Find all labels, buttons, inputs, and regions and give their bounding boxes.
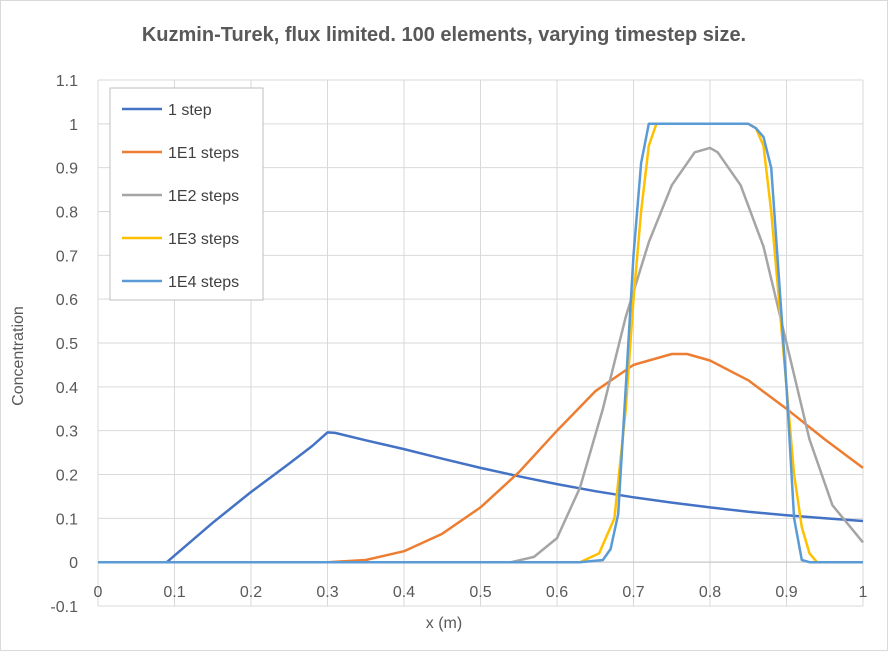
legend-label: 1E1 steps (168, 145, 239, 162)
x-tick-label: 0.1 (163, 584, 185, 601)
series-line-3 (98, 146, 864, 564)
y-tick-label: 0.3 (56, 424, 78, 441)
x-tick-label: 1 (859, 584, 868, 601)
y-tick-label: 0.9 (56, 161, 78, 178)
legend-label: 1 step (168, 102, 212, 119)
legend-label: 1E2 steps (168, 188, 239, 205)
y-tick-label: -0.1 (50, 599, 78, 616)
x-tick-label: 0.7 (622, 584, 644, 601)
y-tick-label: 0.7 (56, 248, 78, 265)
y-tick-label: 0.5 (56, 336, 78, 353)
y-tick-label: 1.1 (56, 73, 78, 90)
x-tick-label: 0.5 (469, 584, 491, 601)
legend-label: 1E3 steps (168, 231, 239, 248)
y-tick-label: 0 (69, 555, 78, 572)
series-line-2 (98, 352, 864, 564)
chart-title: Kuzmin-Turek, flux limited. 100 elements… (141, 24, 747, 46)
series-line-5 (98, 122, 863, 564)
legend-box (109, 87, 264, 301)
y-tick-label: 0.1 (56, 511, 78, 528)
y-tick-label: 0.8 (56, 205, 78, 222)
y-tick-label: 0.2 (56, 468, 78, 485)
x-axis-label: x (m) (425, 615, 463, 632)
y-tick-label: 1 (69, 117, 78, 134)
x-tick-label: 0.4 (393, 584, 415, 601)
x-tick-label: 0.2 (240, 584, 262, 601)
series-line-1 (98, 431, 864, 564)
y-tick-label: 0.6 (56, 292, 78, 309)
legend-label: 1E4 steps (168, 274, 239, 291)
x-tick-label: 0.9 (775, 584, 797, 601)
x-tick-label: 0.3 (316, 584, 338, 601)
x-tick-label: 0 (94, 584, 103, 601)
y-tick-label: 0.4 (56, 380, 78, 397)
x-tick-label: 0.6 (546, 584, 568, 601)
x-tick-label: 0.8 (699, 584, 721, 601)
